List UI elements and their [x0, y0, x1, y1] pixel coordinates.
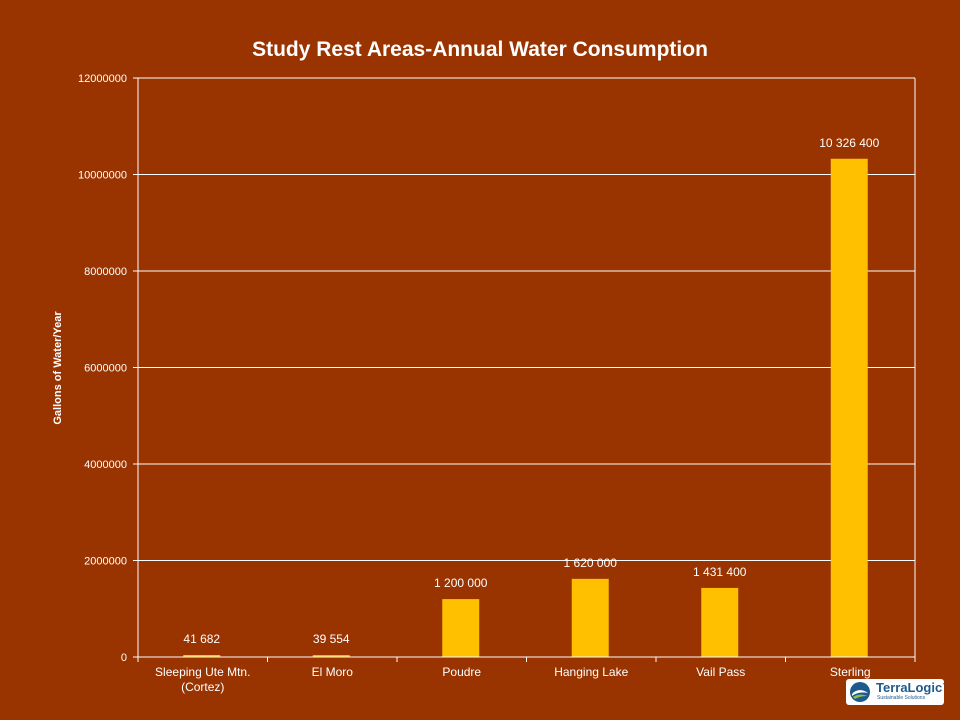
logo-name: TerraLogic™ — [876, 680, 948, 695]
y-axis-label: Gallons of Water/Year — [52, 311, 64, 425]
bar — [830, 158, 868, 657]
y-tick-labels: 0 2000000 4000000 6000000 8000000 10000000 120… — [78, 73, 138, 664]
y-tick-label: 6000000 — [84, 363, 127, 375]
bar — [571, 578, 609, 657]
bar — [312, 655, 350, 657]
terralogic-logo-icon — [850, 682, 870, 702]
y-tick-label: 8000000 — [84, 266, 127, 278]
data-label: 41 682 — [183, 632, 220, 646]
gridlines — [138, 77, 915, 561]
y-tick-label: 2000000 — [84, 556, 127, 568]
data-label: 10 326 400 — [819, 136, 879, 150]
data-labels: 41 682 39 554 1 200 000 1 620 000 1 431 400 1… — [183, 136, 879, 646]
y-tick-label: 4000000 — [84, 459, 127, 471]
category-labels: Sleeping Ute Mtn.(Cortez) El Moro Poudre Ha… — [155, 665, 871, 694]
chart-title: Study Rest Areas-Annual Water Consumptio… — [252, 38, 708, 61]
bar — [442, 599, 480, 657]
y-tick-label: 10000000 — [78, 170, 127, 182]
data-label: 1 431 400 — [693, 565, 747, 579]
logo-tagline: Sustainable Solutions — [877, 695, 926, 701]
category-label: Poudre — [442, 665, 481, 679]
category-label: El Moro — [312, 665, 354, 679]
data-label: 1 620 000 — [564, 556, 618, 570]
data-label: 1 200 000 — [434, 576, 488, 590]
terralogic-logo: TerraLogic™ Sustainable Solutions — [846, 679, 948, 705]
category-label: Sterling — [830, 665, 871, 679]
category-label: Vail Pass — [696, 665, 745, 679]
y-tick-label: 0 — [121, 652, 127, 664]
bar — [183, 654, 221, 657]
axes — [137, 78, 916, 662]
bar — [701, 587, 739, 657]
data-label: 39 554 — [313, 632, 350, 646]
bars — [183, 158, 868, 657]
category-label: Sleeping Ute Mtn. — [155, 665, 250, 679]
category-label: Hanging Lake — [554, 665, 628, 679]
category-label: (Cortez) — [181, 680, 224, 694]
y-tick-label: 12000000 — [78, 73, 127, 85]
